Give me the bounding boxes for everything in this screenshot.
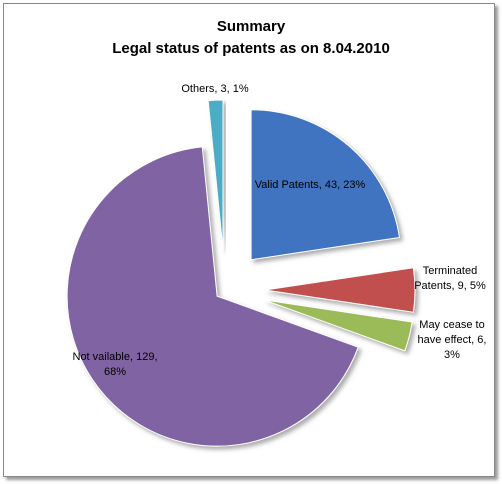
data-label: Terminated Patents, 9, 5% bbox=[414, 265, 486, 292]
chart-subtitle: Legal status of patents as on 8.04.2010 bbox=[112, 40, 390, 57]
data-label: May cease to have effect, 6, 3% bbox=[417, 319, 487, 361]
pie-slice bbox=[263, 299, 413, 352]
data-label: Not vailable, 129, 68% bbox=[72, 351, 158, 378]
pie-slice bbox=[264, 267, 416, 313]
pie-slice bbox=[207, 99, 224, 251]
pie-slice bbox=[250, 109, 401, 261]
chart-title: Summary bbox=[216, 18, 286, 35]
pie-slice bbox=[66, 146, 359, 447]
data-label: Valid Patents, 43, 23% bbox=[254, 179, 366, 191]
data-label: Others, 3, 1% bbox=[181, 83, 249, 95]
